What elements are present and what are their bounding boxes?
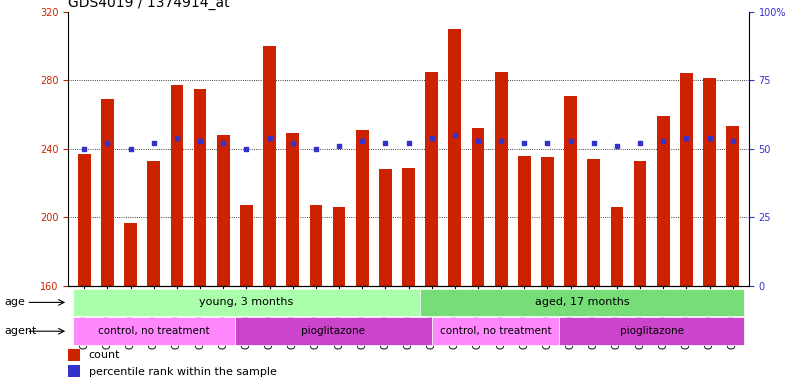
Bar	[634, 161, 646, 286]
Bar	[78, 154, 91, 286]
Bar	[68, 365, 80, 377]
Point	[194, 137, 207, 144]
Bar	[240, 205, 253, 286]
Text: age: age	[4, 297, 25, 308]
Bar	[727, 126, 739, 286]
Text: agent: agent	[4, 326, 36, 336]
Text: pioglitazone: pioglitazone	[620, 326, 684, 336]
Point	[379, 140, 392, 146]
Point	[634, 140, 646, 146]
Bar	[124, 223, 137, 286]
Bar	[680, 73, 693, 286]
Point	[425, 135, 438, 141]
Point	[171, 135, 183, 141]
Point	[449, 132, 461, 138]
Bar	[235, 317, 432, 345]
Bar	[472, 128, 485, 286]
Point	[402, 140, 415, 146]
Bar	[286, 133, 299, 286]
Point	[101, 140, 114, 146]
Bar	[518, 156, 531, 286]
Point	[217, 140, 230, 146]
Bar	[564, 96, 577, 286]
Bar	[68, 349, 80, 361]
Point	[78, 146, 91, 152]
Bar	[332, 207, 345, 286]
Text: control, no treatment: control, no treatment	[440, 326, 551, 336]
Point	[124, 146, 137, 152]
Bar	[356, 130, 368, 286]
Bar	[264, 46, 276, 286]
Text: count: count	[89, 350, 120, 360]
Bar	[610, 207, 623, 286]
Bar	[425, 71, 438, 286]
Point	[309, 146, 322, 152]
Bar	[420, 289, 744, 316]
Bar	[194, 89, 207, 286]
Bar	[432, 317, 559, 345]
Text: GDS4019 / 1374914_at: GDS4019 / 1374914_at	[68, 0, 230, 10]
Bar	[402, 168, 415, 286]
Bar	[147, 161, 160, 286]
Point	[286, 140, 299, 146]
Point	[472, 137, 485, 144]
Text: aged, 17 months: aged, 17 months	[535, 297, 630, 308]
Text: pioglitazone: pioglitazone	[301, 326, 365, 336]
Point	[541, 140, 553, 146]
Point	[356, 137, 368, 144]
Point	[703, 135, 716, 141]
Bar	[73, 317, 235, 345]
Bar	[449, 29, 461, 286]
Bar	[309, 205, 322, 286]
Bar	[559, 317, 744, 345]
Point	[495, 137, 508, 144]
Bar	[171, 85, 183, 286]
Point	[240, 146, 253, 152]
Point	[147, 140, 160, 146]
Text: young, 3 months: young, 3 months	[199, 297, 293, 308]
Bar	[703, 78, 716, 286]
Point	[564, 137, 577, 144]
Text: percentile rank within the sample: percentile rank within the sample	[89, 366, 276, 377]
Bar	[379, 169, 392, 286]
Point	[264, 135, 276, 141]
Point	[680, 135, 693, 141]
Bar	[217, 135, 230, 286]
Point	[587, 140, 600, 146]
Point	[657, 137, 670, 144]
Text: control, no treatment: control, no treatment	[98, 326, 210, 336]
Bar	[73, 289, 420, 316]
Bar	[657, 116, 670, 286]
Point	[727, 137, 739, 144]
Bar	[495, 71, 508, 286]
Bar	[541, 157, 553, 286]
Bar	[587, 159, 600, 286]
Point	[332, 143, 345, 149]
Bar	[101, 99, 114, 286]
Point	[518, 140, 531, 146]
Point	[610, 143, 623, 149]
